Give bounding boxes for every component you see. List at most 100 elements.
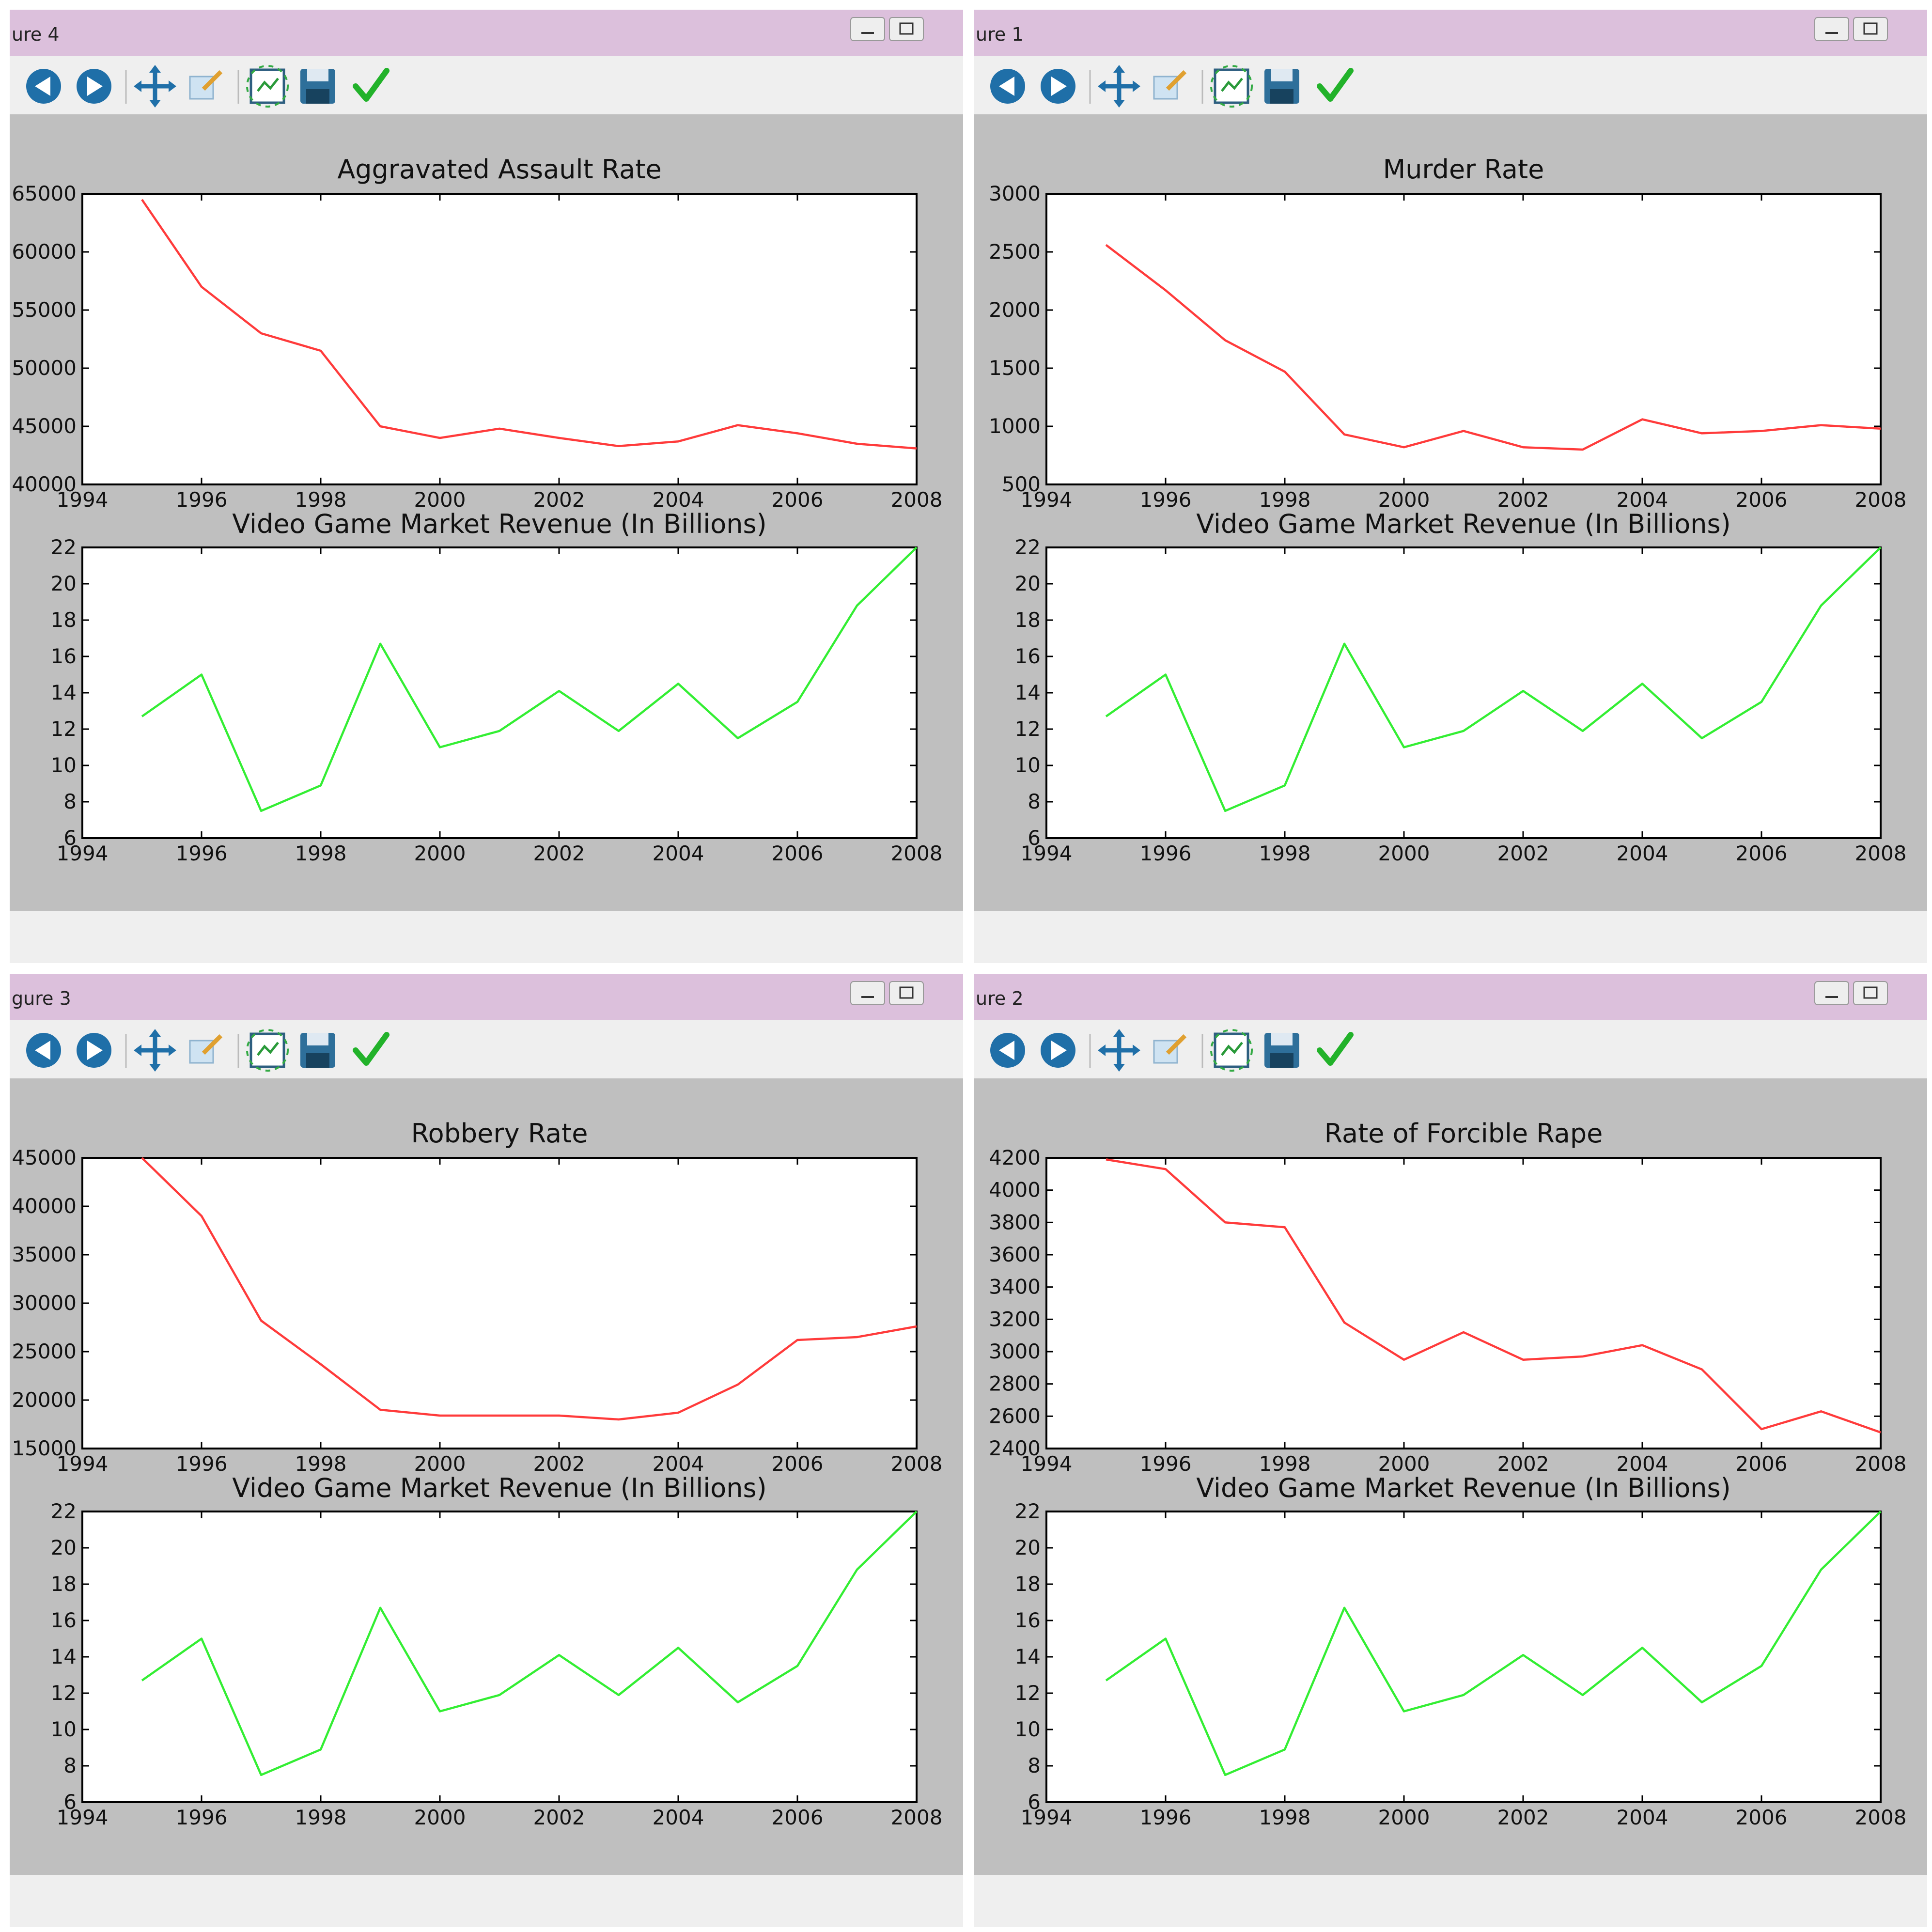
x-tick-label: 2000 [414, 841, 466, 865]
axes-frame [1045, 546, 1882, 839]
pan-button[interactable] [132, 1026, 178, 1073]
check-button[interactable] [347, 1026, 393, 1073]
forward-button[interactable] [1035, 1026, 1081, 1073]
minimize-button[interactable] [1814, 981, 1849, 1005]
check-button[interactable] [1311, 62, 1357, 109]
y-tick-label: 10 [51, 753, 77, 777]
configure-subplots-button[interactable] [1208, 1026, 1255, 1073]
zoom-button[interactable] [1147, 1026, 1194, 1073]
back-button[interactable] [984, 1026, 1031, 1073]
configure-subplots-button[interactable] [244, 1026, 291, 1073]
data-point [736, 1383, 739, 1386]
x-tick-label: 1994 [57, 1452, 109, 1476]
window-title: ure 1 [976, 24, 1024, 45]
data-point [1760, 430, 1763, 433]
data-point [1224, 1774, 1227, 1776]
x-tick-label: 1998 [295, 488, 347, 512]
y-tick-label: 20 [51, 1536, 77, 1559]
x-tick-label: 1994 [1021, 488, 1073, 512]
data-point [856, 1336, 858, 1339]
save-button[interactable] [1259, 62, 1305, 109]
data-point [856, 442, 858, 445]
x-tick-label: 2006 [772, 841, 824, 865]
x-tick-label: 1996 [1140, 1806, 1192, 1829]
configure-subplots-button[interactable] [1208, 62, 1255, 109]
y-tick-label: 45000 [12, 414, 77, 438]
minimize-button[interactable] [850, 981, 885, 1005]
data-point [1522, 689, 1525, 692]
data-point [856, 1568, 858, 1571]
data-point [1879, 427, 1882, 430]
pan-button[interactable] [1096, 62, 1142, 109]
x-tick-label: 1998 [295, 1806, 347, 1829]
data-point [1700, 432, 1703, 435]
minimize-button[interactable] [850, 17, 885, 41]
x-tick-label: 2000 [1378, 841, 1430, 865]
back-button[interactable] [20, 1026, 67, 1073]
y-tick-label: 3200 [989, 1307, 1041, 1331]
x-tick-label: 2000 [414, 1452, 466, 1476]
data-point [677, 1411, 680, 1414]
toolbar-icons [20, 1026, 393, 1073]
configure-subplots-button[interactable] [244, 62, 291, 109]
forward-button[interactable] [71, 62, 117, 109]
data-point [1164, 289, 1167, 292]
x-tick-label: 1998 [1259, 1806, 1311, 1829]
figure-window-1: ure 1 Murder Rate 1994 1996 1998 2000 2002 2004… [974, 10, 1927, 963]
x-tick-label: 1994 [57, 1806, 109, 1829]
back-button[interactable] [984, 62, 1031, 109]
zoom-button[interactable] [183, 62, 230, 109]
x-tick-label: 2002 [533, 1452, 585, 1476]
chart-title: Video Game Market Revenue (In Billions) [1196, 509, 1730, 539]
data-point [617, 1418, 620, 1421]
data-point [796, 701, 799, 703]
x-tick-label: 2004 [653, 841, 704, 865]
pan-button[interactable] [1096, 1026, 1142, 1073]
y-tick-label: 22 [1015, 1499, 1041, 1523]
maximize-button[interactable] [1853, 981, 1888, 1005]
pan-button[interactable] [132, 62, 178, 109]
data-point [438, 436, 441, 439]
x-tick-label: 2000 [1378, 488, 1430, 512]
zoom-button[interactable] [183, 1026, 230, 1073]
back-button[interactable] [20, 62, 67, 109]
x-tick-label: 2004 [653, 1452, 704, 1476]
x-tick-label: 1998 [1259, 488, 1311, 512]
x-tick-label: 2004 [653, 1806, 704, 1829]
save-button[interactable] [295, 62, 341, 109]
data-point [915, 1325, 918, 1328]
axes-frame [81, 546, 918, 839]
plot-1: Video Game Market Revenue (In Billions) 1… [51, 1473, 943, 1829]
plot-0: Rate of Forcible Rape 1994 1996 1998 2000 200… [989, 1118, 1906, 1476]
y-tick-label: 20 [51, 572, 77, 595]
x-tick-label: 2008 [1855, 1452, 1907, 1476]
data-point [498, 427, 501, 430]
save-button[interactable] [1259, 1026, 1305, 1073]
maximize-icon [1863, 22, 1878, 35]
data-point [1462, 730, 1465, 732]
forward-button[interactable] [1035, 62, 1081, 109]
data-point [1105, 244, 1107, 247]
zoom-button[interactable] [1147, 62, 1194, 109]
y-tick-label: 30000 [12, 1291, 77, 1315]
minimize-button[interactable] [1814, 17, 1849, 41]
save-button[interactable] [295, 1026, 341, 1073]
status-bar [10, 1875, 963, 1927]
data-point [1462, 1694, 1465, 1697]
y-tick-label: 500 [1002, 472, 1041, 496]
maximize-button[interactable] [1853, 17, 1888, 41]
data-point [498, 1414, 501, 1417]
data-point [736, 737, 739, 740]
check-button[interactable] [1311, 1026, 1357, 1073]
y-tick-label: 2800 [989, 1372, 1041, 1396]
y-tick-label: 8 [1028, 790, 1041, 813]
maximize-button[interactable] [889, 17, 924, 41]
check-button[interactable] [347, 62, 393, 109]
maximize-button[interactable] [889, 981, 924, 1005]
y-tick-label: 10 [1015, 1717, 1041, 1741]
figure-canvas: ure 4 Aggravated Assault Rate 1994 1996 1998… [10, 10, 963, 963]
x-tick-label: 2000 [1378, 1452, 1430, 1476]
y-tick-label: 6 [63, 1790, 77, 1814]
forward-button[interactable] [71, 1026, 117, 1073]
y-tick-label: 18 [51, 1572, 77, 1596]
